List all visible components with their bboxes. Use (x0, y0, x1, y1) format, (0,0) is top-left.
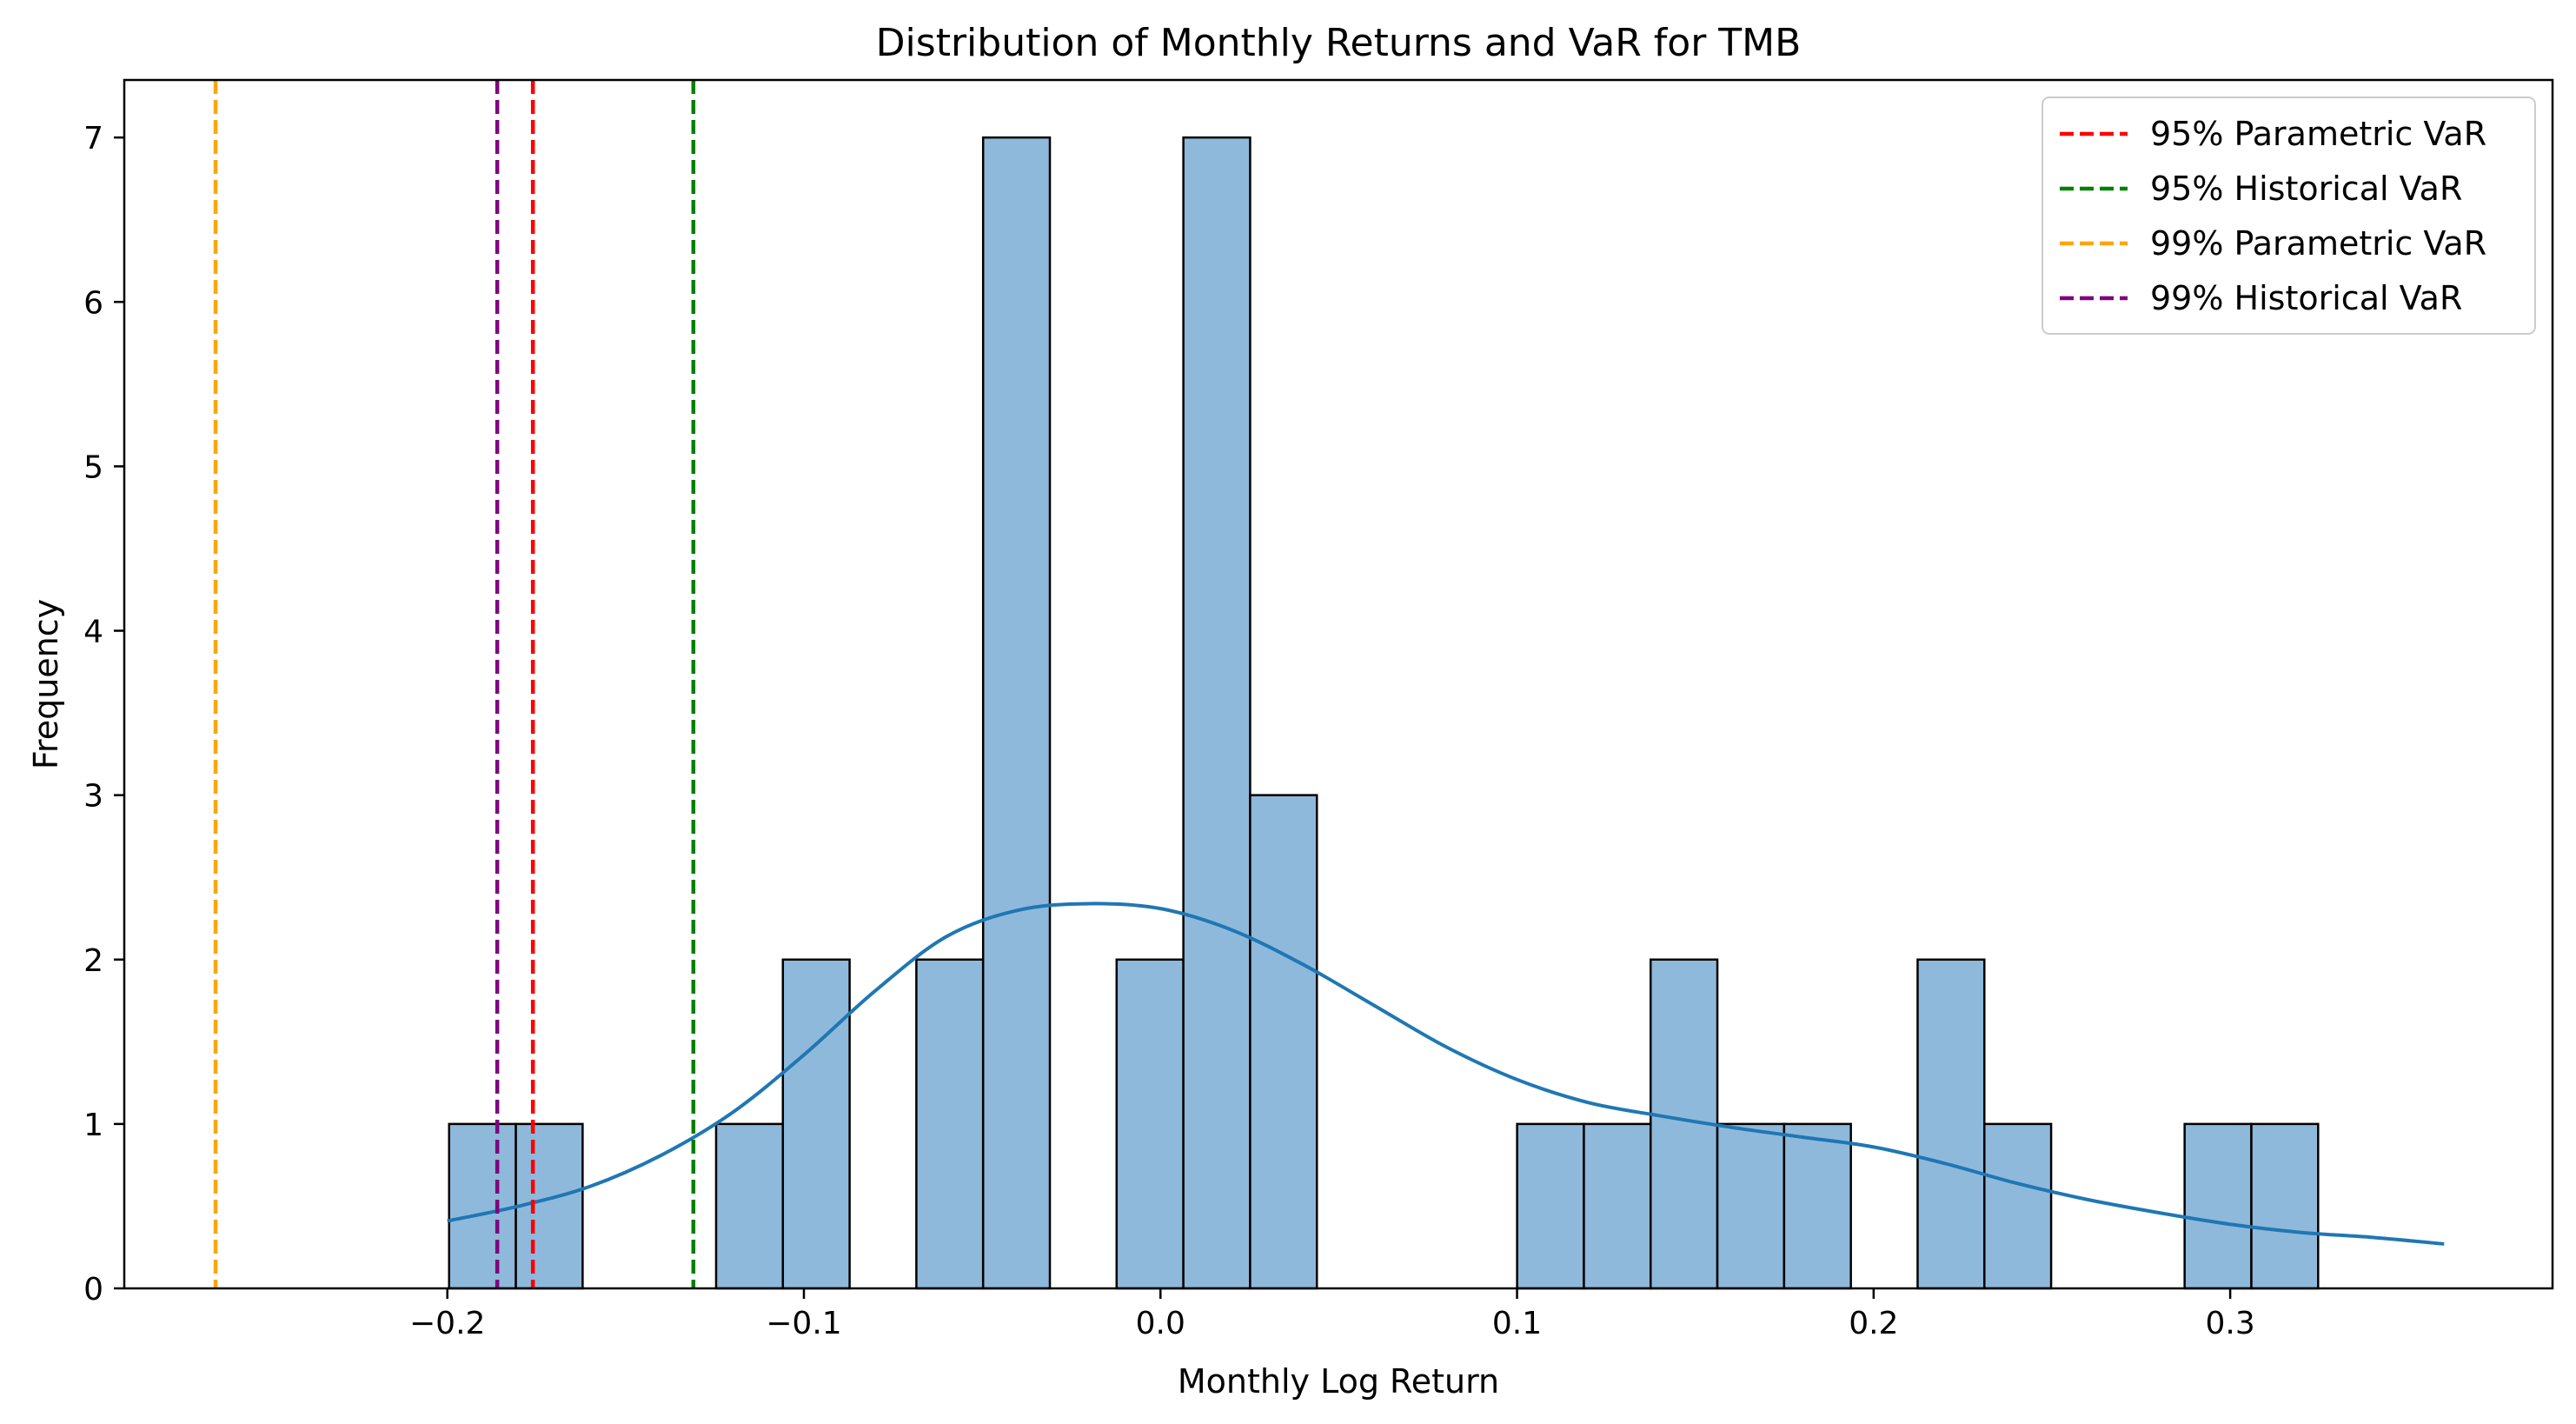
x-tick-label: 0.3 (2205, 1306, 2254, 1341)
x-tick-label: 0.0 (1136, 1306, 1185, 1341)
histogram-bar (714, 1122, 785, 1290)
legend-entry: 95% Historical VaR (2150, 170, 2462, 208)
y-tick-label: 6 (83, 285, 103, 321)
plot-frame (123, 78, 2554, 1290)
y-tick-label: 1 (83, 1108, 103, 1143)
histogram-bar (1716, 1122, 1786, 1290)
legend-box (2042, 96, 2536, 335)
x-tick-label: −0.1 (766, 1306, 841, 1341)
histogram-bar (1249, 794, 1318, 1290)
legend-entry: 95% Parametric VaR (2150, 115, 2486, 153)
x-tick-label: 0.2 (1849, 1306, 1898, 1341)
histogram-bar (1516, 1122, 1585, 1290)
histogram-bar (515, 1122, 584, 1290)
y-axis-label: Frequency (27, 599, 65, 769)
y-tick-label: 2 (83, 943, 103, 979)
y-axis-ticks: 0 1 2 3 4 5 6 7 (83, 121, 124, 1308)
histogram-bar (2183, 1122, 2253, 1290)
kde-curve-layer (447, 902, 2445, 1246)
x-axis-ticks: −0.2 −0.1 0.0 0.1 0.2 0.3 (409, 1288, 2255, 1341)
histogram-bar (1983, 1122, 2053, 1290)
legend: 95% Parametric VaR 95% Historical VaR 99% … (2042, 96, 2536, 335)
histogram-bar (1182, 136, 1251, 1290)
histogram-bar (915, 958, 985, 1290)
histogram-bar (2250, 1122, 2320, 1290)
chart-title: Distribution of Monthly Returns and VaR … (876, 21, 1802, 65)
y-tick-label: 5 (83, 449, 103, 485)
x-tick-label: 0.1 (1492, 1306, 1542, 1341)
var-lines (213, 80, 696, 1288)
histogram-bar (981, 136, 1052, 1290)
y-tick-label: 4 (83, 615, 103, 650)
y-tick-label: 0 (83, 1272, 103, 1308)
legend-entry: 99% Historical VaR (2150, 279, 2462, 317)
histogram-bar (1916, 958, 1986, 1290)
histogram-bar (1583, 1122, 1652, 1290)
histogram-bar (448, 1122, 517, 1290)
histogram-bar (1783, 1122, 1852, 1290)
kde-curve (447, 902, 2445, 1246)
x-axis-label: Monthly Log Return (1178, 1362, 1499, 1401)
y-tick-label: 7 (83, 121, 103, 156)
histogram-bars (448, 136, 2320, 1290)
histogram-bar (1115, 958, 1185, 1290)
legend-entry: 99% Parametric VaR (2150, 224, 2486, 263)
y-tick-label: 3 (83, 779, 103, 815)
histogram-bar (781, 958, 851, 1290)
x-tick-label: −0.2 (409, 1306, 485, 1341)
